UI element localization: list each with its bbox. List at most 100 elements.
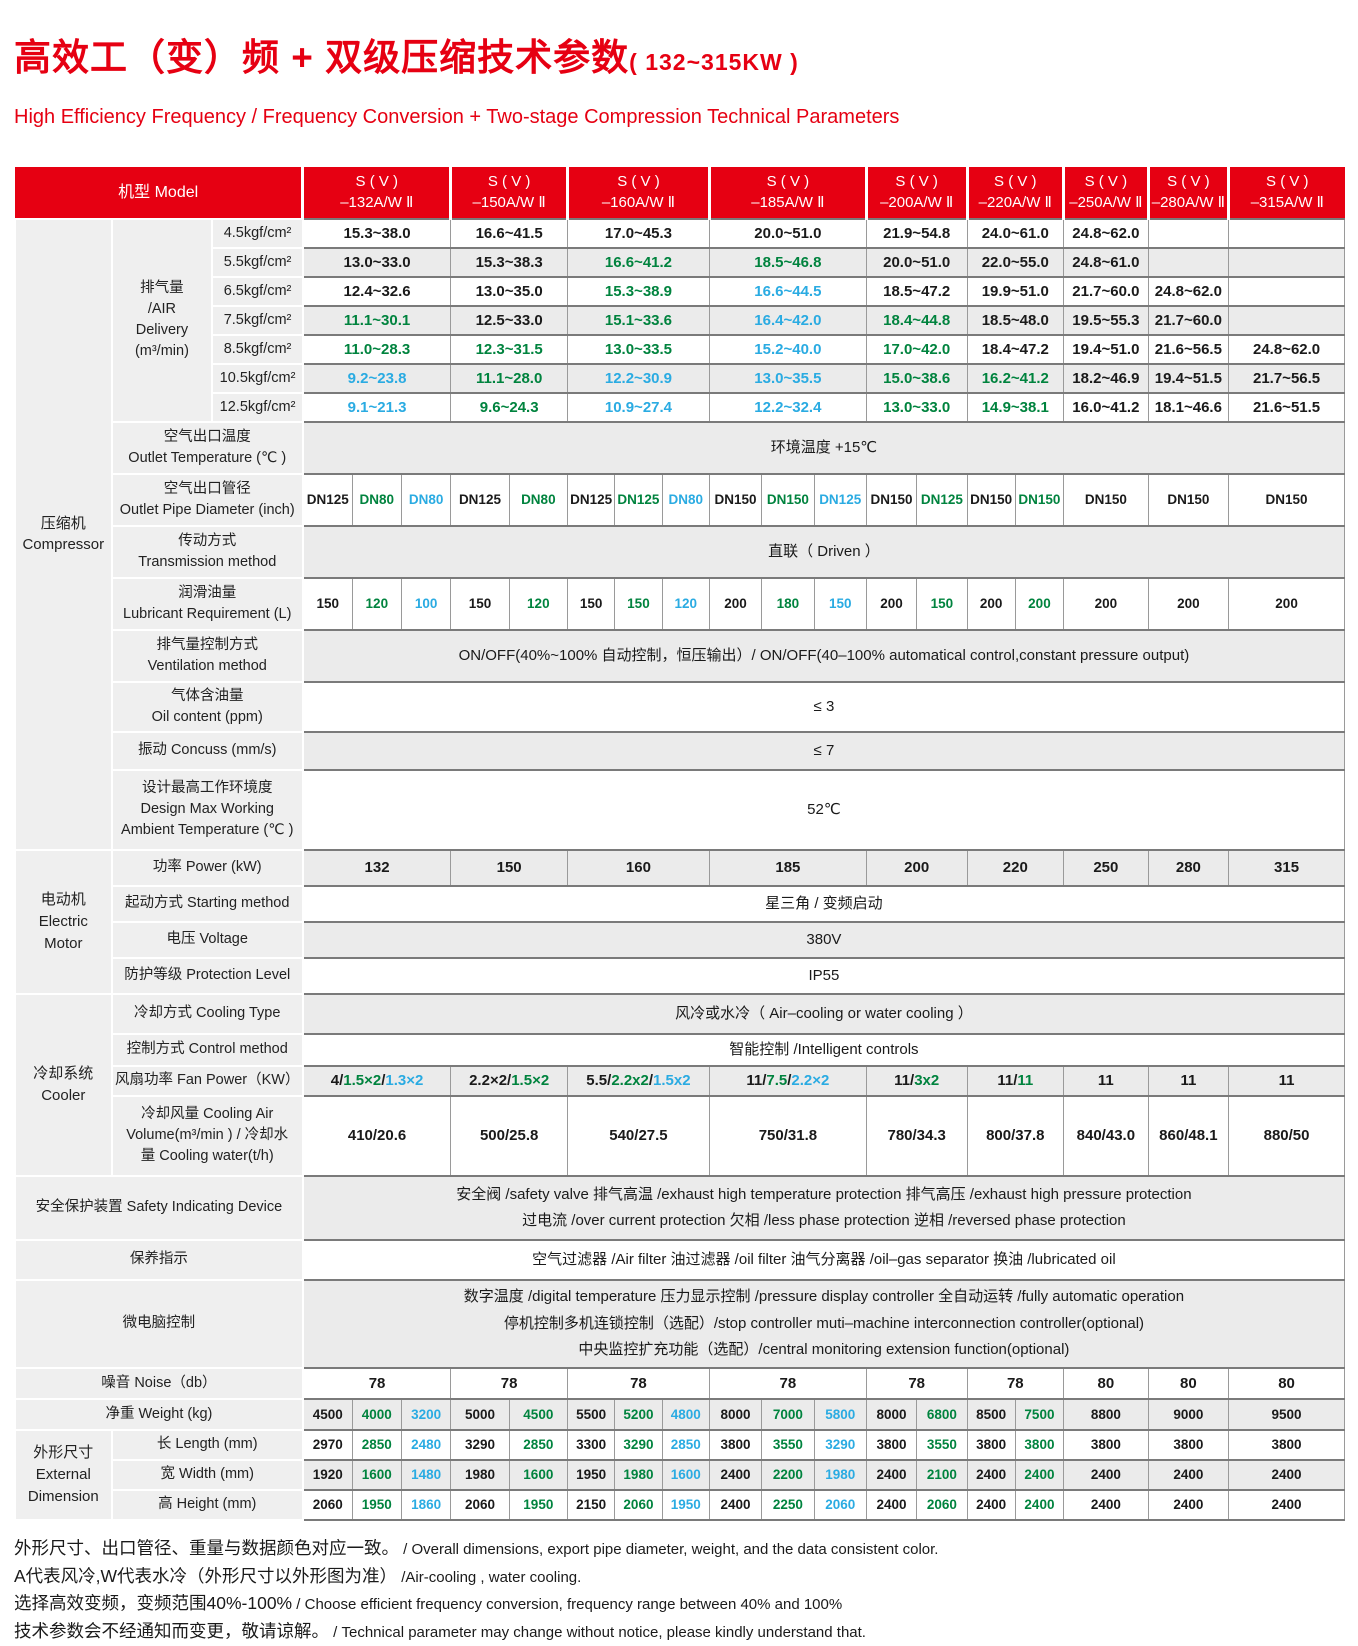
data-cell: 160 [567,848,710,887]
data-cell: 78 [966,1366,1065,1400]
data-cell: 220 [966,848,1065,887]
data-cell: 200 [1014,576,1065,631]
data-cell: 5.5/2.2x2/1.5x2 [567,1064,710,1097]
data-cell: 3800 [1063,1428,1149,1461]
data-cell: IP55 [302,956,1345,995]
data-cell: 11.0~28.3 [302,333,452,365]
data-cell: 3800 [865,1428,918,1461]
data-cell: 78 [450,1366,568,1400]
data-cell: 15.1~33.6 [567,304,710,336]
data-cell: 120 [351,576,402,631]
data-cell: 1950 [351,1488,402,1521]
data-cell: 2850 [351,1428,402,1461]
data-cell: 4000 [351,1397,402,1431]
data-cell: 2400 [1014,1458,1065,1491]
data-cell: 24.8~61.0 [1063,246,1149,278]
data-cell: 380V [302,920,1345,959]
model-column-header: S ( V ) –200A/W Ⅱ [864,166,967,219]
data-cell: 11.1~28.0 [450,362,568,394]
data-cell: 3200 [400,1397,452,1431]
data-cell: 1920 [302,1458,353,1491]
table-row: 外形尺寸 External Dimension 长 Length (mm) 2970 28… [14,1428,1345,1521]
data-cell: 2400 [966,1458,1016,1491]
data-cell: 1980 [450,1458,510,1491]
data-cell [1147,217,1230,249]
data-cell: 15.0~38.6 [865,362,968,394]
data-cell: 78 [708,1366,867,1400]
data-cell: DN150 [865,472,918,527]
table-row: 冷却系统 Cooler 冷却方式 Cooling Type 风冷或水冷（ Air–co… [14,992,1345,1177]
param-label: 长 Length (mm) [110,1428,304,1461]
data-cell: 21.7~60.0 [1063,275,1149,307]
data-cell: 安全阀 /safety valve 排气高温 /exhaust high tem… [302,1174,1345,1241]
data-cell: 2060 [916,1488,968,1521]
data-cell: 2400 [865,1488,918,1521]
data-cell: 4500 [302,1397,353,1431]
data-cell: 3800 [1228,1428,1345,1461]
data-cell: 4500 [508,1397,569,1431]
data-cell: DN125 [450,472,510,527]
row-label: 保养指示 [14,1238,304,1281]
data-cell: 2060 [614,1488,663,1521]
data-cell: 空气过滤器 /Air filter 油过滤器 /oil filter 油气分离器… [302,1238,1345,1281]
param-label: 气体含油量 Oil content (ppm) [110,680,304,733]
pressure-label: 12.5kgf/cm² [211,391,304,423]
data-cell: 78 [865,1366,968,1400]
data-cell: 78 [567,1366,710,1400]
row-label: 噪音 Noise（db） [14,1366,304,1400]
data-cell: 17.0~45.3 [567,217,710,249]
data-cell: 16.0~41.2 [1063,391,1149,423]
section-label: 外形尺寸 External Dimension [14,1428,113,1521]
pressure-label: 6.5kgf/cm² [211,275,304,307]
data-cell: 2.2×2/1.5×2 [450,1064,568,1097]
data-cell: 80 [1228,1366,1345,1400]
data-cell: 3290 [614,1428,663,1461]
table-row: 冷却风量 Cooling Air Volume(m³/min ) / 冷却水量 C… [15,1094,1345,1177]
data-cell: 2200 [761,1458,815,1491]
data-cell: 智能控制 /Intelligent controls [302,1032,1345,1067]
param-label: 防护等级 Protection Level [110,956,304,995]
data-cell: 1600 [351,1458,402,1491]
data-cell: 2400 [708,1488,763,1521]
data-cell: DN80 [351,472,402,527]
param-label: 润滑油量 Lubricant Requirement (L) [110,576,304,631]
data-cell: 150 [302,576,353,631]
data-cell: 1480 [400,1458,452,1491]
section-label: 电动机 Electric Motor [14,848,113,995]
data-cell: 2400 [1228,1458,1345,1491]
table-row: 防护等级 Protection Level IP55 [15,956,1345,995]
pressure-label: 10.5kgf/cm² [211,362,304,394]
data-cell: DN150 [1147,472,1230,527]
param-label: 高 Height (mm) [110,1488,304,1521]
model-header-cell: 机型 Model [15,166,303,219]
table-row: 传动方式 Transmission method 直联（ Driven ） [15,524,1345,579]
data-cell: DN125 [566,472,616,527]
data-cell: 12.5~33.0 [450,304,568,336]
data-cell: 11 [1228,1064,1345,1097]
data-cell: 21.6~56.5 [1147,333,1230,365]
data-cell: 800/37.8 [966,1094,1065,1177]
table-row: 宽 Width (mm) 1920 1600 1480 1980 1600 1950 1980… [15,1458,1345,1491]
data-cell: 132 [302,848,452,887]
data-cell: 20.0~51.0 [708,217,867,249]
data-cell: 18.5~46.8 [708,246,867,278]
table-row: 气体含油量 Oil content (ppm) ≤ 3 [15,680,1345,733]
data-cell: 22.0~55.0 [966,246,1065,278]
data-cell [1228,275,1345,307]
table-row: 保养指示 空气过滤器 /Air filter 油过滤器 /oil filter 油… [14,1238,1345,1281]
table-row: 电动机 Electric Motor 功率 Power (kW) 132 150 160 1… [14,848,1345,995]
param-label: 设计最高工作环境度 Design Max Working Ambient Tempe… [110,768,304,851]
data-cell: 18.5~48.0 [966,304,1065,336]
model-column-header: S ( V ) –280A/W Ⅱ [1146,166,1229,219]
data-cell: DN150 [1228,472,1345,527]
data-cell: DN125 [302,472,353,527]
data-cell: 1860 [400,1488,452,1521]
data-cell: 2250 [761,1488,815,1521]
data-cell: 16.6~44.5 [708,275,867,307]
footnote: A代表风冷,W代表水冷（外形尺寸以外形图为准） /Air-cooling , w… [14,1565,582,1586]
param-label: 排气量/AIR Delivery (m³/min) [110,217,214,423]
data-cell: 78 [302,1366,452,1400]
model-column-header: S ( V ) –250A/W Ⅱ [1062,166,1149,219]
data-cell: 1980 [614,1458,663,1491]
